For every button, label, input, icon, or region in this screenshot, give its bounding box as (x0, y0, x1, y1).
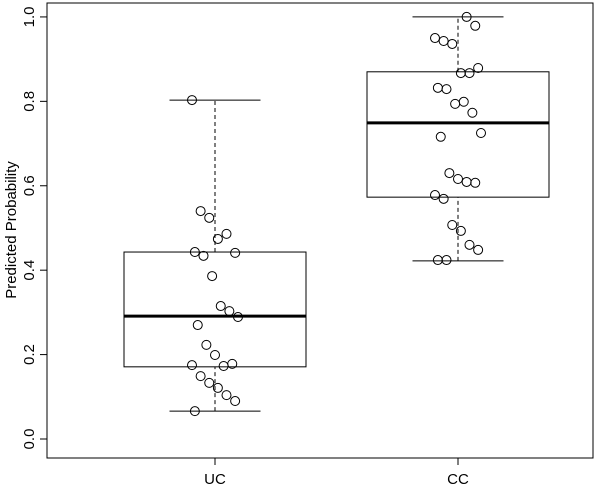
point (224, 306, 235, 317)
point (218, 360, 229, 371)
y-tick-label: 0.4 (21, 260, 38, 281)
point (473, 244, 484, 255)
point (430, 33, 440, 44)
point (430, 190, 440, 201)
point (195, 371, 206, 382)
y-axis-label: Predicted Probability (3, 161, 20, 299)
point (438, 193, 449, 204)
y-tick-label: 1.0 (21, 6, 38, 27)
point (198, 250, 209, 261)
point (461, 11, 472, 22)
point (458, 96, 469, 107)
point (187, 360, 197, 371)
point (432, 255, 443, 266)
point (221, 228, 232, 239)
point (464, 239, 475, 250)
point (441, 255, 452, 266)
point (230, 247, 241, 258)
x-tick-label: CC (447, 471, 469, 488)
y-tick-label: 0.8 (21, 91, 38, 112)
point (461, 176, 472, 187)
y-tick-label: 0.2 (21, 344, 38, 365)
point (470, 177, 481, 188)
plot-frame (46, 2, 594, 459)
point (470, 20, 481, 31)
point (204, 212, 215, 223)
point (192, 320, 203, 331)
point (455, 225, 466, 236)
point (210, 350, 220, 361)
point (447, 38, 458, 49)
point (432, 82, 443, 93)
point (447, 220, 458, 231)
point (438, 35, 449, 46)
point (195, 206, 206, 217)
box (123, 251, 307, 368)
point (233, 312, 243, 323)
box (366, 71, 550, 198)
point (453, 174, 463, 185)
point (207, 271, 218, 282)
point (204, 377, 215, 388)
point (189, 247, 200, 258)
point (476, 128, 486, 138)
x-tick-label: UC (204, 471, 226, 488)
y-tick-label: 0.6 (21, 175, 38, 196)
point (187, 95, 197, 106)
point (230, 396, 241, 407)
point (467, 107, 478, 118)
point (189, 406, 200, 417)
point (227, 358, 238, 369)
y-tick-label: 0.0 (21, 429, 38, 450)
point (450, 98, 461, 109)
point (435, 131, 446, 142)
point (441, 84, 452, 95)
point (464, 68, 475, 79)
point (444, 168, 455, 179)
point (473, 63, 484, 73)
point (221, 390, 232, 401)
point (215, 301, 226, 312)
point (212, 233, 223, 244)
point (201, 339, 212, 350)
point (212, 382, 223, 393)
point (455, 68, 466, 79)
